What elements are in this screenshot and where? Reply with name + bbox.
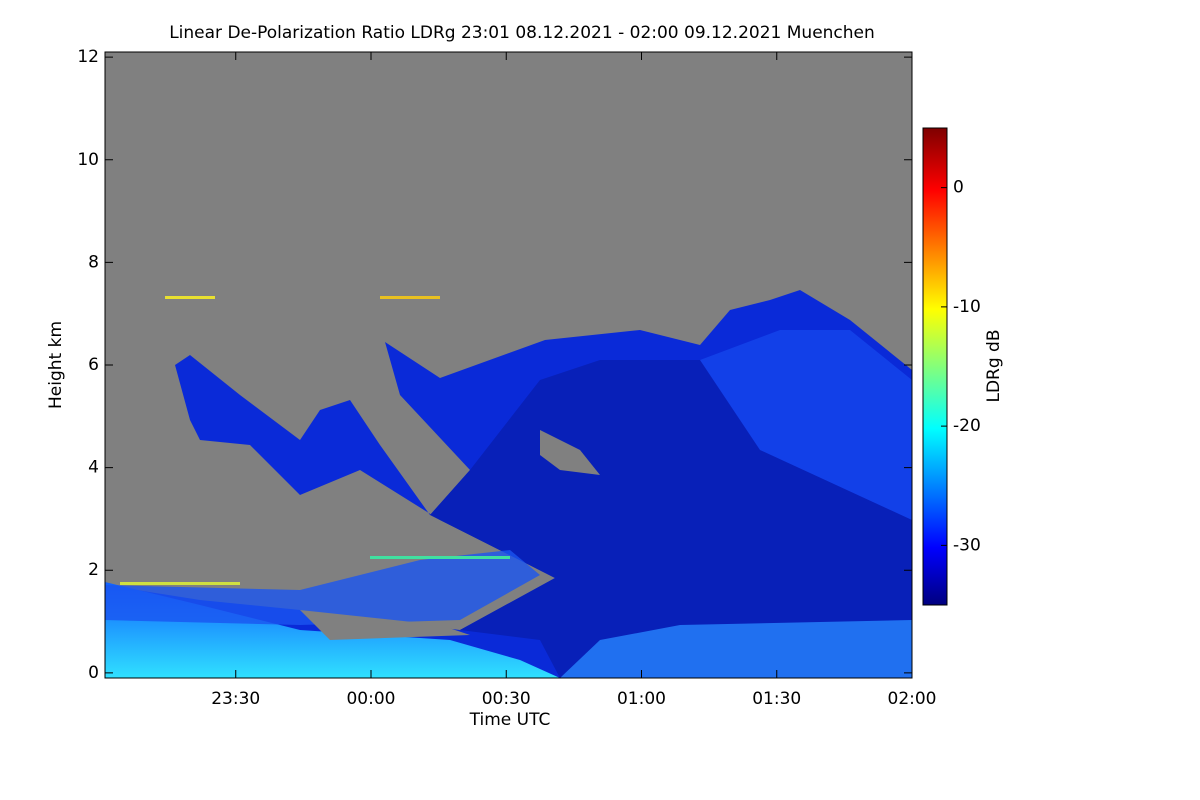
- x-tick-label: 00:00: [346, 689, 395, 709]
- chart-title: Linear De-Polarization Ratio LDRg 23:01 …: [169, 23, 875, 43]
- x-tick-label: 23:30: [211, 689, 260, 709]
- y-tick-label: 10: [77, 150, 99, 170]
- y-tick-label: 8: [88, 252, 99, 272]
- y-tick-label: 0: [88, 663, 99, 683]
- colorbar: [922, 127, 948, 606]
- x-tick-label: 01:30: [752, 689, 801, 709]
- x-tick-label: 01:00: [617, 689, 666, 709]
- y-tick-label: 4: [88, 458, 99, 478]
- colorbar-tick-label: -10: [953, 297, 981, 317]
- y-tick-label: 2: [88, 560, 99, 580]
- y-tick-label: 6: [88, 355, 99, 375]
- heatmap: [105, 52, 912, 678]
- y-axis-label: Height km: [46, 321, 66, 409]
- x-tick-label: 00:30: [482, 689, 531, 709]
- colorbar-label: LDRg dB: [984, 329, 1004, 402]
- x-axis-label: Time UTC: [469, 710, 551, 730]
- colorbar-tick-label: -30: [953, 535, 981, 555]
- x-tick-label: 02:00: [888, 689, 937, 709]
- colorbar-tick-label: 0: [953, 178, 964, 198]
- colorbar-tick-label: -20: [953, 416, 981, 436]
- y-tick-label: 12: [77, 47, 99, 67]
